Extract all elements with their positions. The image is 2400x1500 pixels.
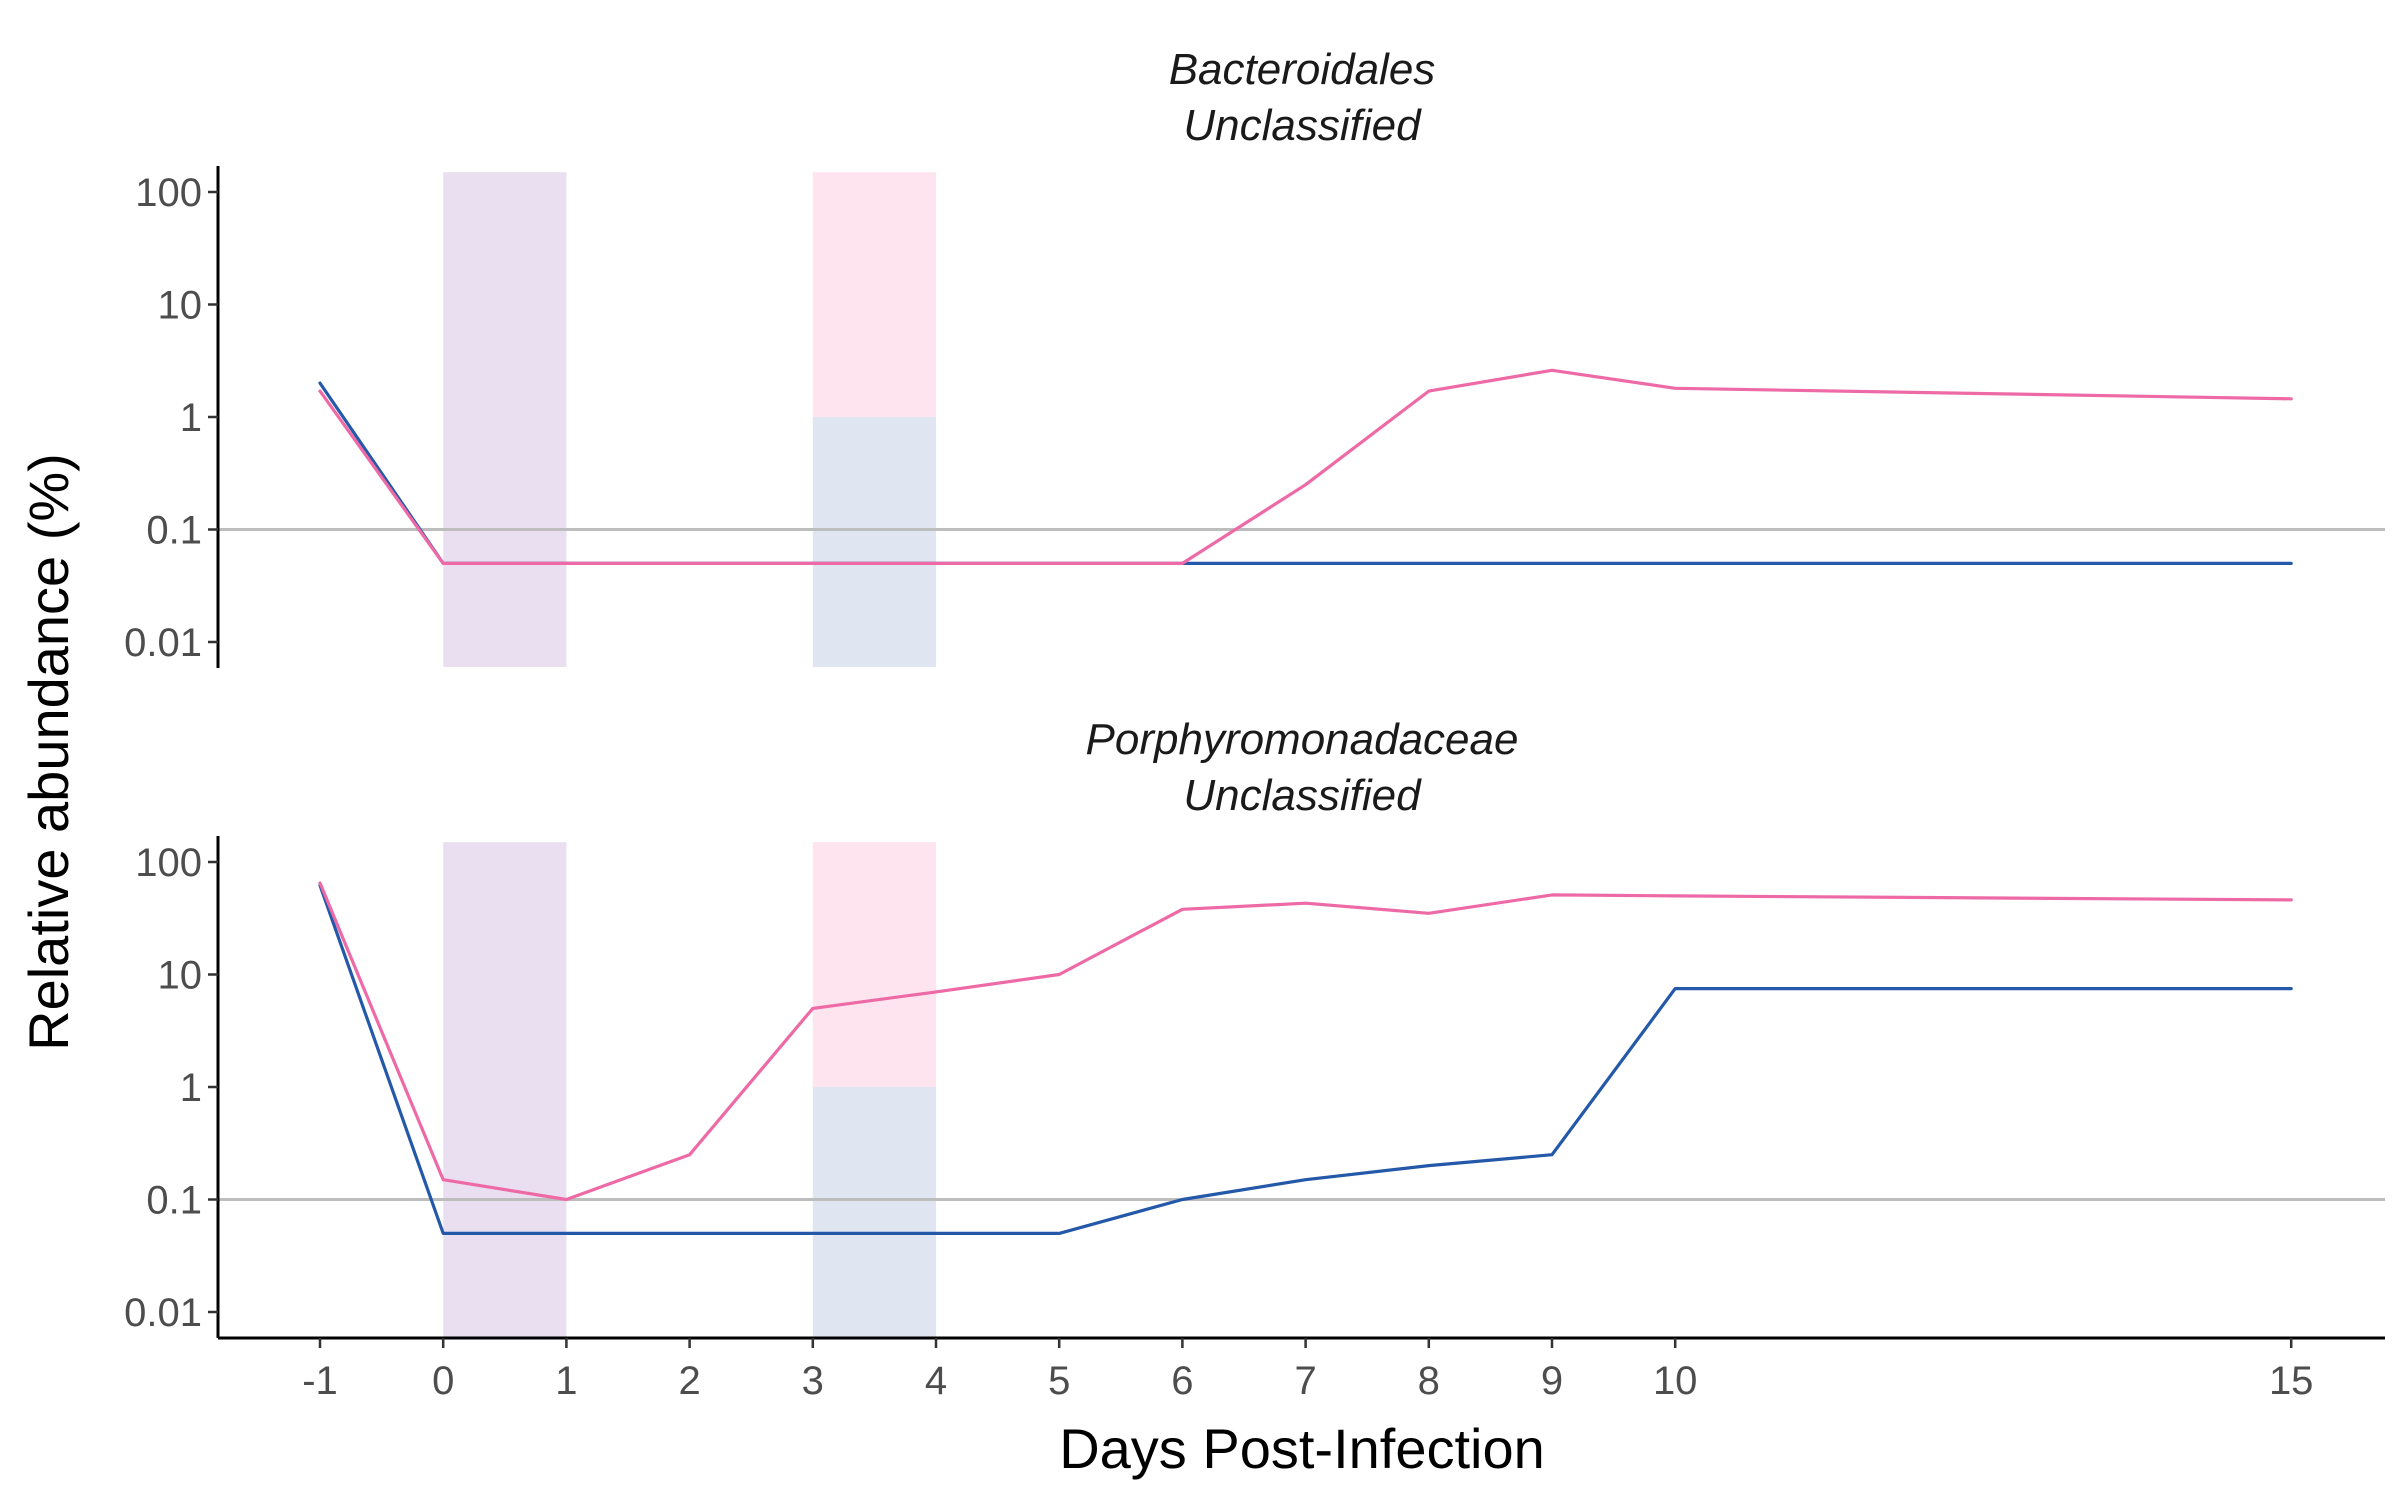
x-tick-label: 15 xyxy=(2269,1359,2314,1403)
y-tick-label: 1 xyxy=(180,1066,202,1110)
shaded-region-2 xyxy=(812,842,936,1087)
y-tick-label: 100 xyxy=(135,171,202,215)
series-line-pink xyxy=(318,368,2293,566)
y-tick-label: 0.1 xyxy=(146,1179,202,1223)
y-tick-label: 100 xyxy=(135,841,202,885)
x-tick-label: 10 xyxy=(1653,1359,1698,1403)
panel-title-line-2: Unclassified xyxy=(1183,101,1422,150)
shaded-region-1 xyxy=(443,842,567,1337)
y-tick-label: 0.1 xyxy=(146,509,202,553)
x-tick-label: 5 xyxy=(1048,1359,1070,1403)
shaded-region-2 xyxy=(812,172,936,417)
series-line-blue xyxy=(318,883,2293,1236)
shaded-region-3 xyxy=(812,1087,936,1337)
facet-panel-2: 0.01 0.1 1 10 100 Porphyromonadaceae Unclassif… xyxy=(124,715,2385,1338)
x-tick-label: -1 xyxy=(302,1359,338,1403)
y-tick-label: 10 xyxy=(158,284,203,328)
y-tick-label: 1 xyxy=(180,396,202,440)
y-axis-title: Relative abundance (%) xyxy=(17,453,80,1051)
shaded-region-3 xyxy=(812,417,936,667)
panel-title-line-1: Porphyromonadaceae xyxy=(1086,715,1519,764)
x-tick-label: 7 xyxy=(1294,1359,1316,1403)
y-tick-label: 0.01 xyxy=(124,621,202,665)
y-tick-label: 0.01 xyxy=(124,1291,202,1335)
x-tick-label: 2 xyxy=(678,1359,700,1403)
facet-panel-1: 0.01 0.1 1 10 100 Bacteroidales Unclassified xyxy=(124,45,2385,668)
x-tick-label: 3 xyxy=(802,1359,824,1403)
panel-title-line-1: Bacteroidales xyxy=(1169,45,1436,94)
x-tick-label: 1 xyxy=(555,1359,577,1403)
y-tick-label: 10 xyxy=(158,954,203,998)
x-tick-label: 6 xyxy=(1171,1359,1193,1403)
panel-title-line-2: Unclassified xyxy=(1183,771,1422,820)
x-tick-label: 9 xyxy=(1541,1359,1563,1403)
x-tick-label: 0 xyxy=(432,1359,454,1403)
x-axis-title: Days Post-Infection xyxy=(1059,1417,1545,1480)
x-tick-label: 4 xyxy=(925,1359,947,1403)
x-tick-label: 8 xyxy=(1418,1359,1440,1403)
shaded-region-1 xyxy=(443,172,567,667)
series-line-pink xyxy=(318,881,2293,1202)
series-line-blue xyxy=(318,381,2293,566)
